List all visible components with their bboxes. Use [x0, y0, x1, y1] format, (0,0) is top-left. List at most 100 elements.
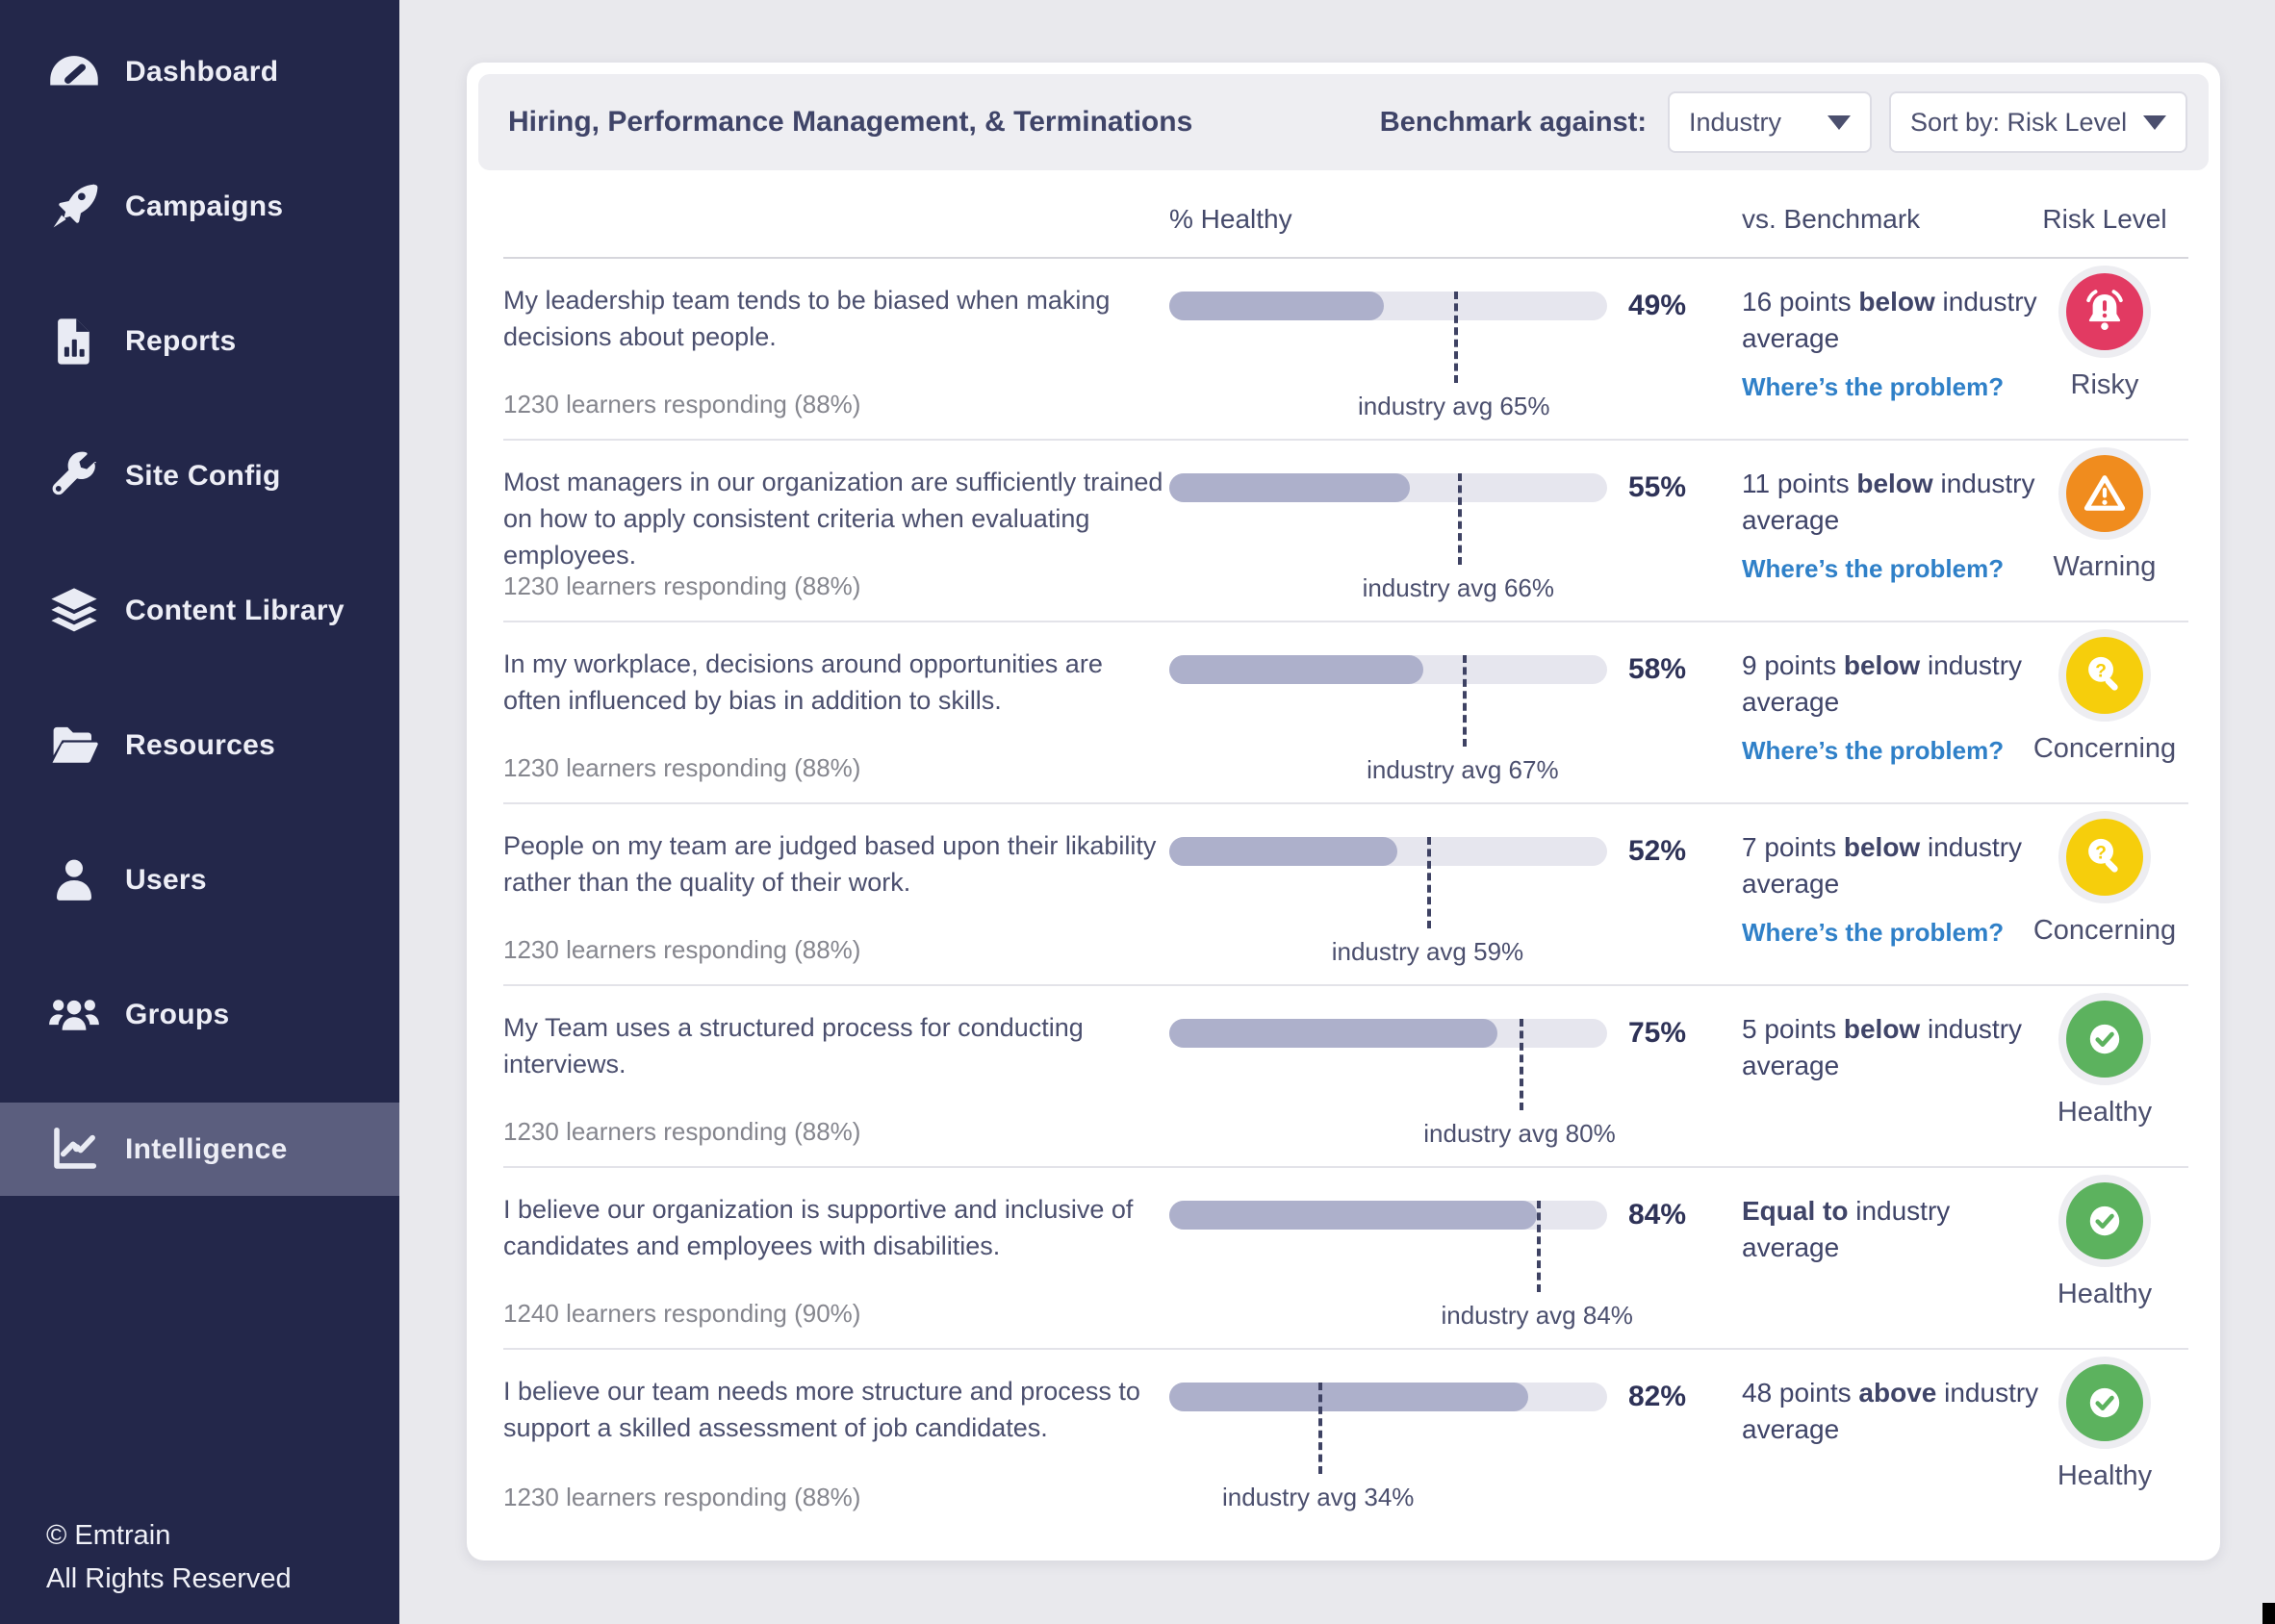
sort-dropdown[interactable]: Sort by: Risk Level [1889, 91, 2187, 153]
check-circle-icon [2079, 1377, 2131, 1429]
survey-statement: People on my team are judged based upon … [503, 831, 1157, 897]
industry-avg-label: industry avg 34% [1221, 1483, 1415, 1511]
copyright-text: © Emtrain [46, 1520, 171, 1551]
table-row: My Team uses a structured process for co… [503, 986, 2188, 1168]
risk-level-label: Concerning [2032, 915, 2177, 946]
learners-responding: 1230 learners responding (88%) [503, 935, 861, 964]
sort-dropdown-value: Sort by: Risk Level [1910, 107, 2128, 137]
healthy-percentage: 55% [1628, 471, 1687, 503]
magnifier-question-badge [2066, 637, 2143, 714]
wheres-the-problem-link[interactable]: Where’s the problem? [1742, 736, 2005, 765]
sidebar-item-label: Campaigns [125, 190, 284, 222]
sidebar-item-resources[interactable]: Resources [0, 698, 399, 792]
benchmark-cell: 16 points below industry average Where’s… [1742, 284, 2042, 402]
benchmark-text: 16 points below industry average [1742, 287, 2037, 353]
sidebar: Dashboard Campaigns Reports Site Config … [0, 0, 399, 1624]
healthy-percentage: 58% [1628, 653, 1687, 685]
benchmark-dropdown[interactable]: Industry [1668, 91, 1872, 153]
bar-fill [1169, 292, 1384, 320]
sidebar-item-dashboard[interactable]: Dashboard [0, 25, 399, 118]
benchmark-cell: 11 points below industry average Where’s… [1742, 466, 2042, 584]
sidebar-nav-list: Dashboard Campaigns Reports Site Config … [0, 0, 399, 1196]
survey-statement: Most managers in our organization are su… [503, 468, 1163, 570]
bar-fill [1169, 837, 1397, 866]
healthy-bar: industry avg 66% 55% [1169, 471, 1686, 602]
risk-cell: Healthy [2021, 1176, 2188, 1310]
healthy-bar: industry avg 34% 82% [1169, 1381, 1686, 1511]
table-row: In my workplace, decisions around opport… [503, 622, 2188, 804]
benchmark-cell: Equal to industry average [1742, 1193, 2042, 1266]
healthy-percentage: 52% [1628, 835, 1687, 867]
chart-line-icon [48, 1124, 100, 1176]
risk-level-label: Healthy [2057, 1097, 2153, 1128]
industry-avg-marker [1427, 837, 1432, 928]
sidebar-item-reports[interactable]: Reports [0, 294, 399, 388]
table-row: I believe our organization is supportive… [503, 1168, 2188, 1350]
sidebar-item-intelligence[interactable]: Intelligence [0, 1103, 399, 1196]
layers-icon [48, 585, 100, 637]
wheres-the-problem-link[interactable]: Where’s the problem? [1742, 372, 2005, 401]
healthy-bar: industry avg 67% 58% [1169, 653, 1686, 784]
check-circle-icon [2079, 1195, 2131, 1247]
sidebar-item-label: Users [125, 863, 207, 896]
sidebar-item-site-config[interactable]: Site Config [0, 429, 399, 522]
warning-triangle-icon [2079, 468, 2131, 520]
benchmark-text: 9 points below industry average [1742, 650, 2023, 717]
survey-statement: I believe our team needs more structure … [503, 1377, 1140, 1442]
warning-triangle-badge [2066, 455, 2143, 532]
bar-fill [1169, 1383, 1529, 1411]
wheres-the-problem-link[interactable]: Where’s the problem? [1742, 918, 2005, 947]
sidebar-item-label: Intelligence [125, 1132, 288, 1165]
industry-avg-marker [1520, 1019, 1523, 1110]
learners-responding: 1230 learners responding (88%) [503, 1117, 861, 1146]
check-circle-badge [2066, 1182, 2143, 1259]
magnifier-question-icon [2079, 649, 2131, 701]
column-header-healthy: % Healthy [1169, 204, 1292, 234]
magnifier-question-icon [2079, 831, 2131, 883]
folder-icon [48, 720, 100, 772]
table-row: Most managers in our organization are su… [503, 441, 2188, 622]
sidebar-item-label: Site Config [125, 459, 281, 492]
risk-cell: Concerning [2021, 630, 2188, 765]
learners-responding: 1230 learners responding (88%) [503, 1483, 861, 1511]
card-header: Hiring, Performance Management, & Termin… [478, 74, 2209, 170]
table-row: People on my team are judged based upon … [503, 804, 2188, 986]
healthy-bar: industry avg 84% 84% [1169, 1199, 1686, 1330]
healthy-bar: industry avg 59% 52% [1169, 835, 1686, 966]
table-row: I believe our team needs more structure … [503, 1350, 2188, 1532]
healthy-percentage: 49% [1628, 290, 1687, 321]
survey-table: % Healthy vs. Benchmark Risk Level My le… [503, 182, 2188, 1532]
sidebar-item-content-library[interactable]: Content Library [0, 564, 399, 657]
table-column-headers: % Healthy vs. Benchmark Risk Level [503, 182, 2188, 259]
sidebar-item-groups[interactable]: Groups [0, 968, 399, 1061]
healthy-percentage: 84% [1628, 1199, 1687, 1231]
learners-responding: 1230 learners responding (88%) [503, 390, 861, 419]
healthy-bar: industry avg 65% 49% [1169, 290, 1686, 420]
sidebar-item-label: Resources [125, 728, 276, 761]
benchmark-cell: 48 points above industry average [1742, 1375, 2042, 1448]
benchmark-dropdown-value: Industry [1689, 107, 1782, 137]
bar-fill [1169, 473, 1411, 502]
survey-statement: My leadership team tends to be biased wh… [503, 286, 1111, 351]
sidebar-item-campaigns[interactable]: Campaigns [0, 160, 399, 253]
column-header-benchmark: vs. Benchmark [1742, 204, 1921, 234]
sidebar-item-users[interactable]: Users [0, 833, 399, 926]
report-icon [48, 316, 100, 368]
sidebar-item-label: Groups [125, 998, 230, 1030]
magnifier-question-badge [2066, 819, 2143, 896]
check-circle-badge [2066, 1364, 2143, 1441]
risk-cell: Concerning [2021, 812, 2188, 947]
benchmark-text: Equal to industry average [1742, 1196, 1951, 1262]
risk-cell: Warning [2021, 448, 2188, 583]
page-title: Hiring, Performance Management, & Termin… [508, 106, 1193, 138]
bar-fill [1169, 1019, 1498, 1048]
risk-level-label: Risky [2070, 369, 2139, 400]
survey-statement: My Team uses a structured process for co… [503, 1013, 1084, 1078]
report-card: Hiring, Performance Management, & Termin… [467, 63, 2220, 1561]
wheres-the-problem-link[interactable]: Where’s the problem? [1742, 554, 2005, 583]
screen-corner-artifact [2262, 1603, 2275, 1624]
industry-avg-label: industry avg 65% [1358, 392, 1550, 420]
industry-avg-label: industry avg 59% [1331, 937, 1524, 966]
chevron-down-icon [2143, 114, 2166, 130]
industry-avg-label: industry avg 80% [1423, 1119, 1616, 1148]
